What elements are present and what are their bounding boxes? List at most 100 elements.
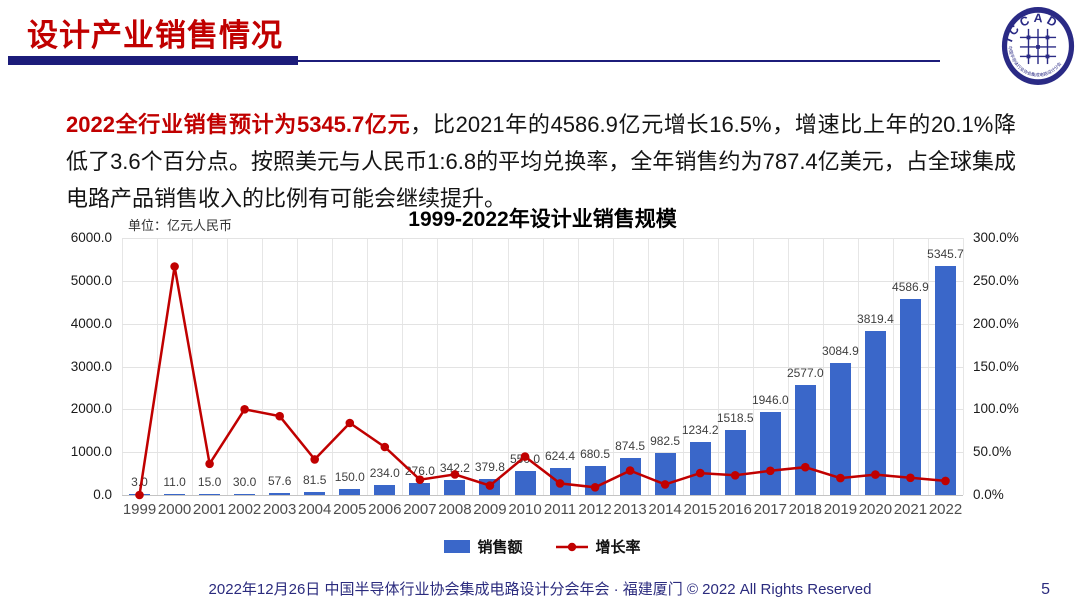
bar-value-label: 150.0 [334, 469, 365, 484]
bar [864, 331, 886, 495]
sales-swatch-icon [444, 540, 471, 553]
gridline-vertical [963, 238, 964, 495]
bar-value-label: 624.4 [544, 449, 576, 464]
bar [269, 492, 291, 495]
x-axis-label: 2016 [718, 501, 752, 518]
bar [899, 298, 921, 495]
page-title: 设计产业销售情况 [27, 18, 283, 53]
bar-value-label: 81.5 [303, 472, 327, 487]
footer-text: 2022年12月26日 中国半导体行业协会集成电路设计分会年会 · 福建厦门 ©… [208, 581, 872, 598]
line-point [310, 455, 319, 464]
bar-value-label: 57.6 [268, 473, 292, 488]
x-axis-label: 2010 [508, 501, 542, 518]
right-axis-tick-label: 300.0% [973, 230, 1019, 245]
logo-grid-nodes [1026, 35, 1050, 59]
x-axis-label: 2008 [438, 501, 472, 518]
bar-value-label: 550.0 [509, 452, 541, 467]
x-axis-line [122, 495, 963, 496]
chart-unit-label: 单位：亿元人民币 [128, 218, 233, 233]
bar [794, 384, 816, 495]
x-axis-label: 2017 [753, 501, 787, 518]
chart-plot-area: 0.0 0.0% 1000.0 50.0% 2000.0 100.0% 3000.0 150.… [71, 230, 1019, 518]
x-axis-label: 2006 [368, 501, 402, 518]
legend-label-growth: 增长率 [595, 539, 641, 556]
right-axis-tick-label: 250.0% [973, 272, 1019, 288]
bar [234, 493, 256, 495]
bar [479, 478, 501, 495]
bar-value-label: 276.0 [404, 464, 435, 479]
bar [935, 266, 956, 495]
bar [444, 480, 466, 495]
left-axis-tick-label: 3000.0 [70, 358, 112, 374]
x-axis-label: 2014 [648, 501, 682, 518]
right-axis-tick-label: 50.0% [973, 444, 1012, 460]
legend-item-sales: 销售额 [444, 536, 523, 557]
x-axis-label: 2002 [227, 501, 262, 518]
x-axis-label: 2007 [403, 501, 437, 518]
left-axis-tick-label: 2000.0 [70, 401, 112, 417]
x-axis-label: 2011 [543, 501, 577, 518]
right-axis-tick-label: 200.0% [973, 315, 1019, 331]
gridline-horizontal [122, 238, 963, 239]
x-axis-label: 2020 [858, 501, 893, 518]
bar [199, 494, 221, 495]
x-axis-label: 2012 [578, 501, 612, 518]
x-axis-label: 2009 [473, 501, 507, 518]
left-axis-tick-label: 4000.0 [70, 315, 112, 331]
bar-value-label: 5345.7 [927, 247, 964, 261]
line-point [205, 459, 214, 469]
line-point [345, 418, 355, 428]
bar-value-label: 1234.2 [681, 423, 719, 438]
gridline-horizontal [122, 323, 963, 325]
x-axis-label: 2004 [298, 501, 332, 518]
x-axis-label: 2001 [192, 501, 227, 518]
left-axis-tick-label: 1000.0 [70, 444, 112, 460]
title-underline-thick [8, 56, 298, 65]
left-axis-tick-label: 0.0 [93, 487, 112, 502]
bar [409, 483, 431, 495]
summary-highlight: 2022全行业销售预计为5345.7亿元 [66, 112, 411, 137]
bar [514, 471, 536, 495]
gridline-horizontal [122, 280, 963, 282]
title-underline-thin [298, 60, 940, 62]
line-point [275, 411, 284, 421]
bar-value-label: 342.2 [439, 461, 470, 476]
chart-legend: 销售额 增长率 [122, 536, 963, 557]
bar [304, 491, 326, 495]
bar-value-label: 1946.0 [751, 392, 789, 407]
bar-value-label: 379.8 [474, 459, 505, 474]
legend-label-sales: 销售额 [477, 539, 523, 556]
bar-value-label: 874.5 [615, 438, 646, 453]
x-axis-label: 2018 [788, 501, 822, 518]
growth-line-marker-icon [555, 542, 588, 551]
bar-value-label: 4586.9 [892, 279, 929, 294]
right-axis-tick-label: 150.0% [973, 358, 1019, 374]
bar [339, 488, 361, 495]
x-axis-label: 2003 [263, 501, 297, 518]
bar-value-label: 3084.9 [822, 343, 859, 358]
summary-rest: ，比2021年的4586.9亿元增长16.5%，增速比上年的20.1%降低了3.… [66, 112, 1017, 211]
bar-value-label: 11.0 [163, 475, 186, 489]
iccad-logo: ICCAD 中国半导体行业协会集成电路设计分会 [1001, 7, 1075, 85]
bar-value-label: 680.5 [580, 446, 611, 461]
bar-value-label: 1518.5 [716, 411, 754, 425]
bar [549, 468, 571, 495]
line-point [380, 442, 390, 452]
x-axis-label: 2021 [893, 501, 928, 518]
left-axis-tick-label: 5000.0 [70, 272, 112, 288]
bar [829, 362, 851, 495]
bar [164, 494, 186, 495]
bar-value-label: 234.0 [369, 466, 400, 480]
bar-value-label: 2577.0 [786, 365, 824, 380]
x-axis-label: 2005 [333, 501, 367, 518]
page-number: 5 [1041, 581, 1050, 598]
summary-paragraph: 2022全行业销售预计为5345.7亿元，比2021年的4586.9亿元增长16… [66, 106, 1016, 217]
x-axis-label: 2015 [683, 501, 717, 518]
bar [654, 452, 676, 495]
x-axis-label: 1999 [122, 501, 157, 518]
x-axis-label: 2000 [157, 501, 192, 518]
bar-value-label: 3819.4 [857, 312, 894, 327]
bar [374, 485, 396, 495]
bar [129, 494, 150, 495]
